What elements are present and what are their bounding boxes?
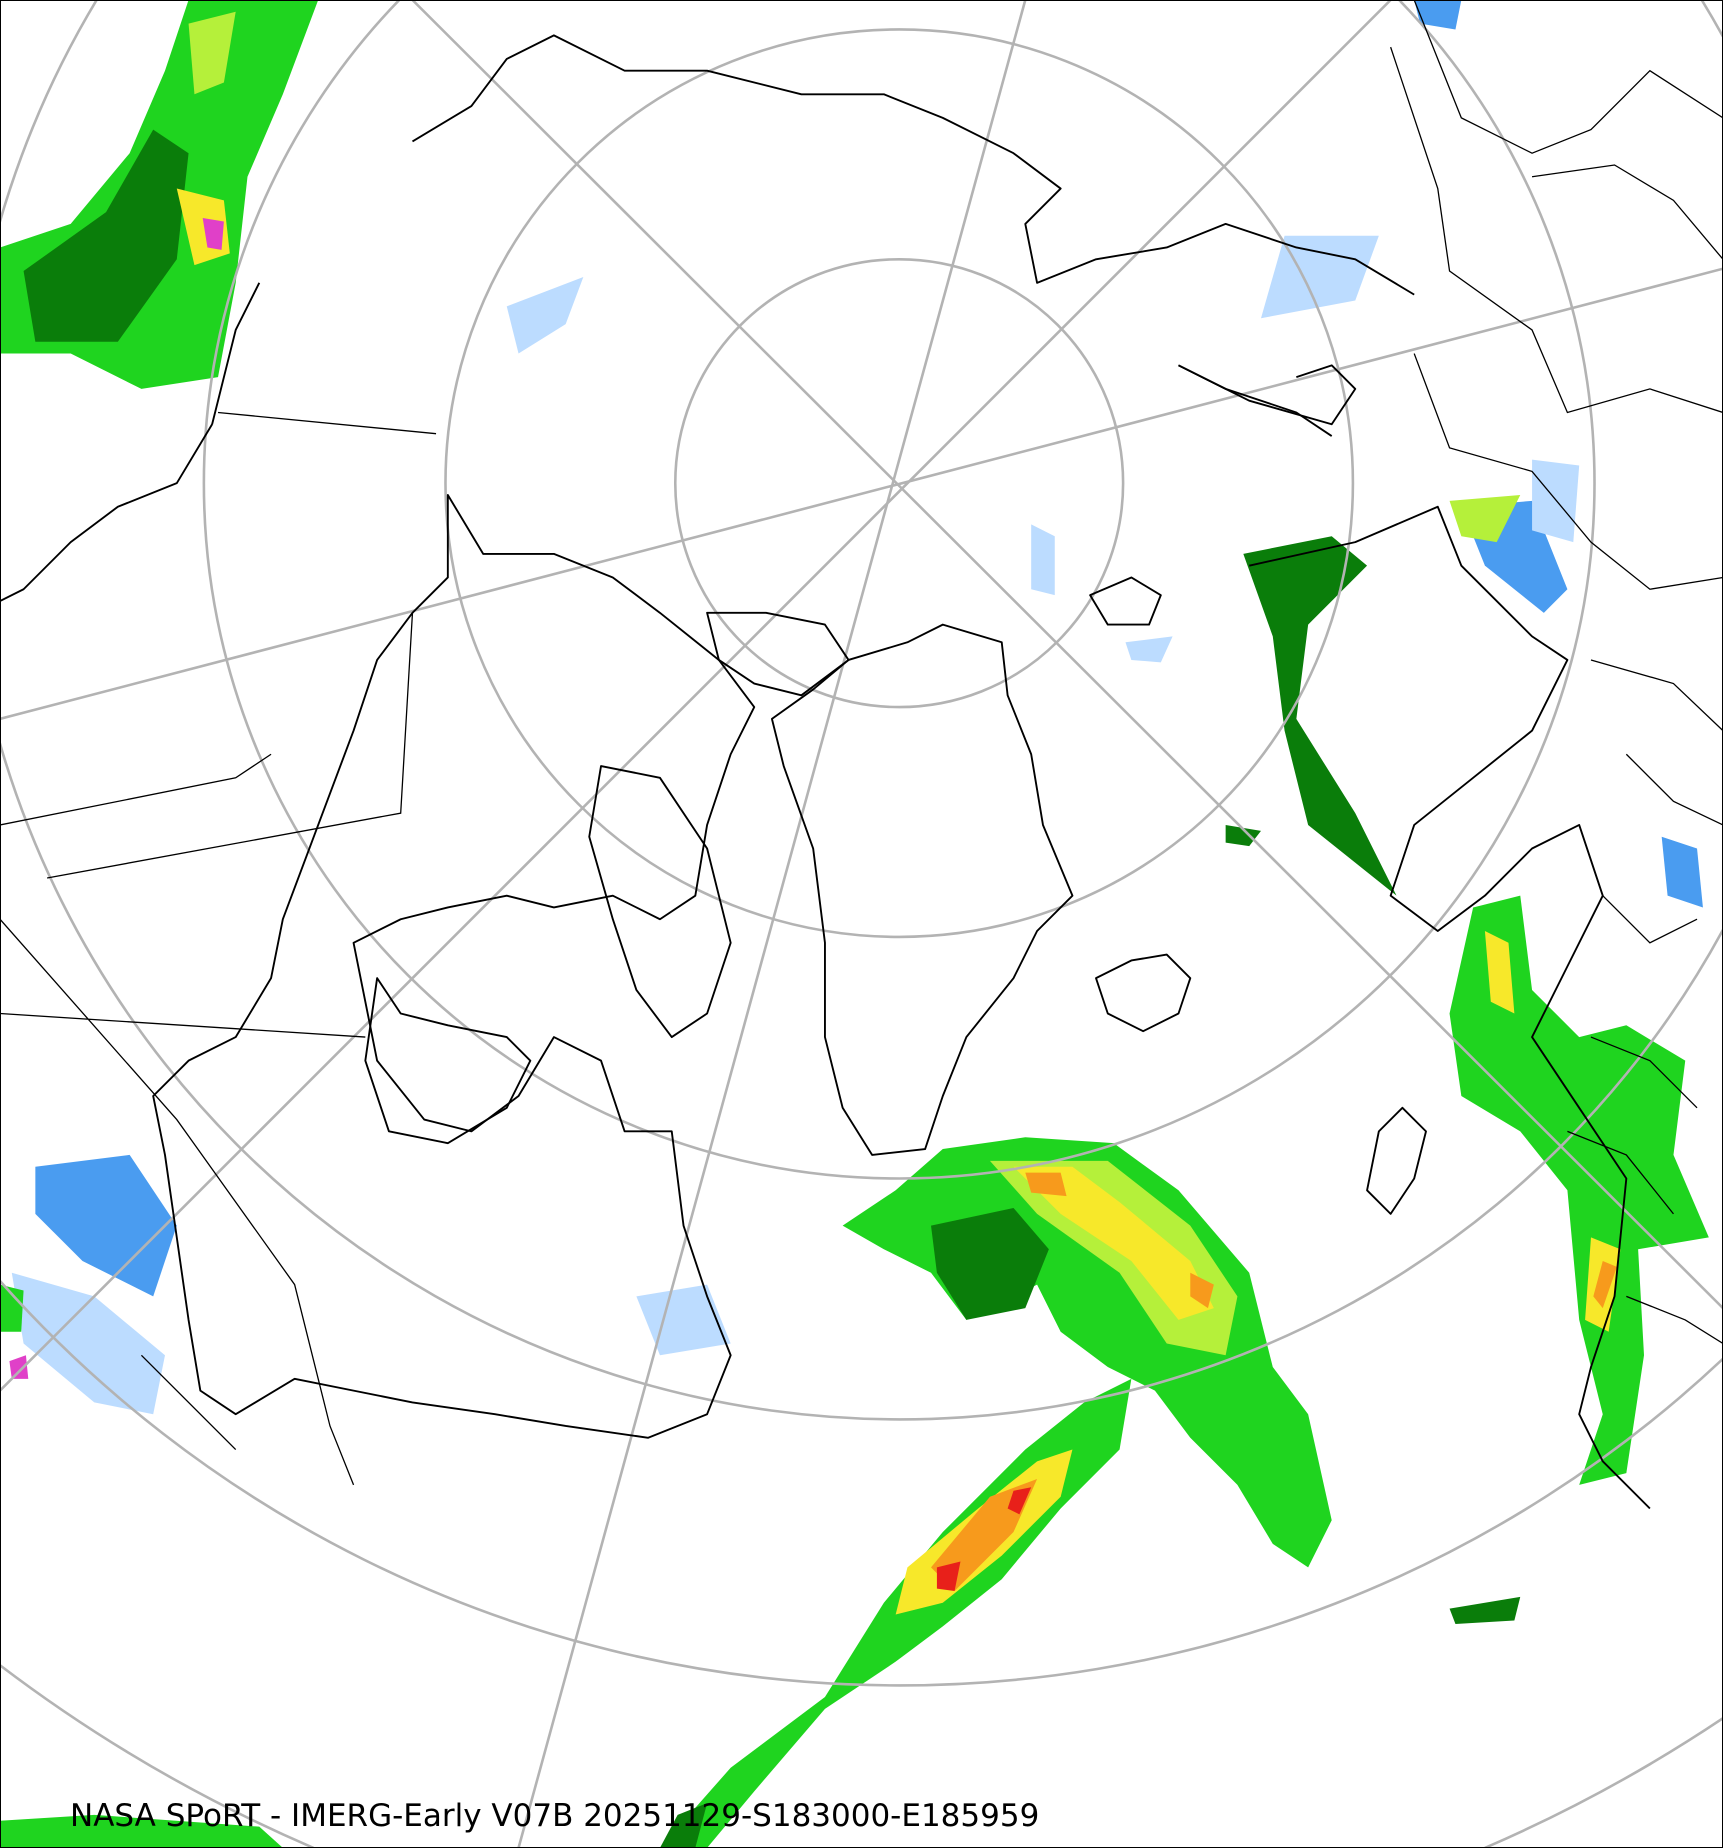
precip-atlantic-orange	[1025, 1172, 1214, 1309]
iceland-coast	[1095, 953, 1192, 1033]
precip-atlantic-darkgreen	[931, 1207, 1049, 1320]
greenland-coast	[770, 623, 1074, 1156]
precip-atlantic-yellow	[1013, 1166, 1214, 1320]
precip-caption-green	[0, 1814, 283, 1848]
eurasia-coast	[1178, 364, 1651, 1510]
svalbard-coast	[1089, 576, 1162, 626]
latitude-circle	[202, 0, 1596, 1180]
precip-na-blue	[35, 1154, 177, 1297]
precip-trailing-red	[936, 1487, 1032, 1591]
latitude-circle	[0, 1664, 1723, 1848]
precip-light-blue	[1125, 636, 1173, 663]
map-caption: NASA SPoRT - IMERG-Early V07B 20251129-S…	[70, 1798, 1040, 1834]
hudson-bay-coast	[364, 977, 532, 1145]
precip-scandinavia	[1243, 536, 1397, 896]
meridian-line	[0, 267, 1723, 721]
canada-arctic-coast	[152, 494, 756, 1439]
baffin-coast	[588, 765, 732, 1039]
precip-light-blue	[506, 276, 584, 354]
precip-europe-band	[1449, 895, 1709, 1485]
precip-blue-north	[1414, 0, 1462, 30]
novaya-zemlya-coast	[1178, 364, 1333, 437]
precip-light-blue	[1260, 235, 1379, 319]
precip-light-blue-russia	[1532, 459, 1580, 543]
precip-trailing-band	[659, 1378, 1132, 1848]
precip-na-magenta	[9, 1355, 29, 1379]
precip-pacific-lime	[188, 11, 236, 95]
meridian-line	[517, 0, 1027, 1848]
precip-labrador-lightblue	[636, 1284, 731, 1356]
meridian-line	[411, 0, 1723, 1310]
latitude-circle	[444, 28, 1355, 939]
siberia-coast	[411, 34, 1415, 296]
latitude-circle	[0, 1280, 1723, 1687]
uk-coast	[1366, 1106, 1427, 1215]
precip-blue-east	[1661, 836, 1703, 908]
precip-light-blue	[1031, 524, 1055, 596]
precip-europe-orange	[1593, 1260, 1617, 1309]
precip-trailing-darkgreen	[659, 1803, 708, 1848]
precip-na-lightblue	[11, 1272, 165, 1415]
coastlines	[0, 34, 1651, 1510]
meridian-line	[0, 0, 1392, 1392]
precip-na-green	[0, 1284, 24, 1332]
political-borders	[0, 0, 1723, 1486]
latitude-circle	[673, 257, 1125, 709]
precip-pacific-core	[23, 129, 189, 342]
ellesmere-coast	[706, 611, 850, 697]
border-lines	[0, 0, 1723, 1486]
precip-pacific-magenta	[202, 218, 224, 250]
alaska-coast	[0, 282, 261, 602]
